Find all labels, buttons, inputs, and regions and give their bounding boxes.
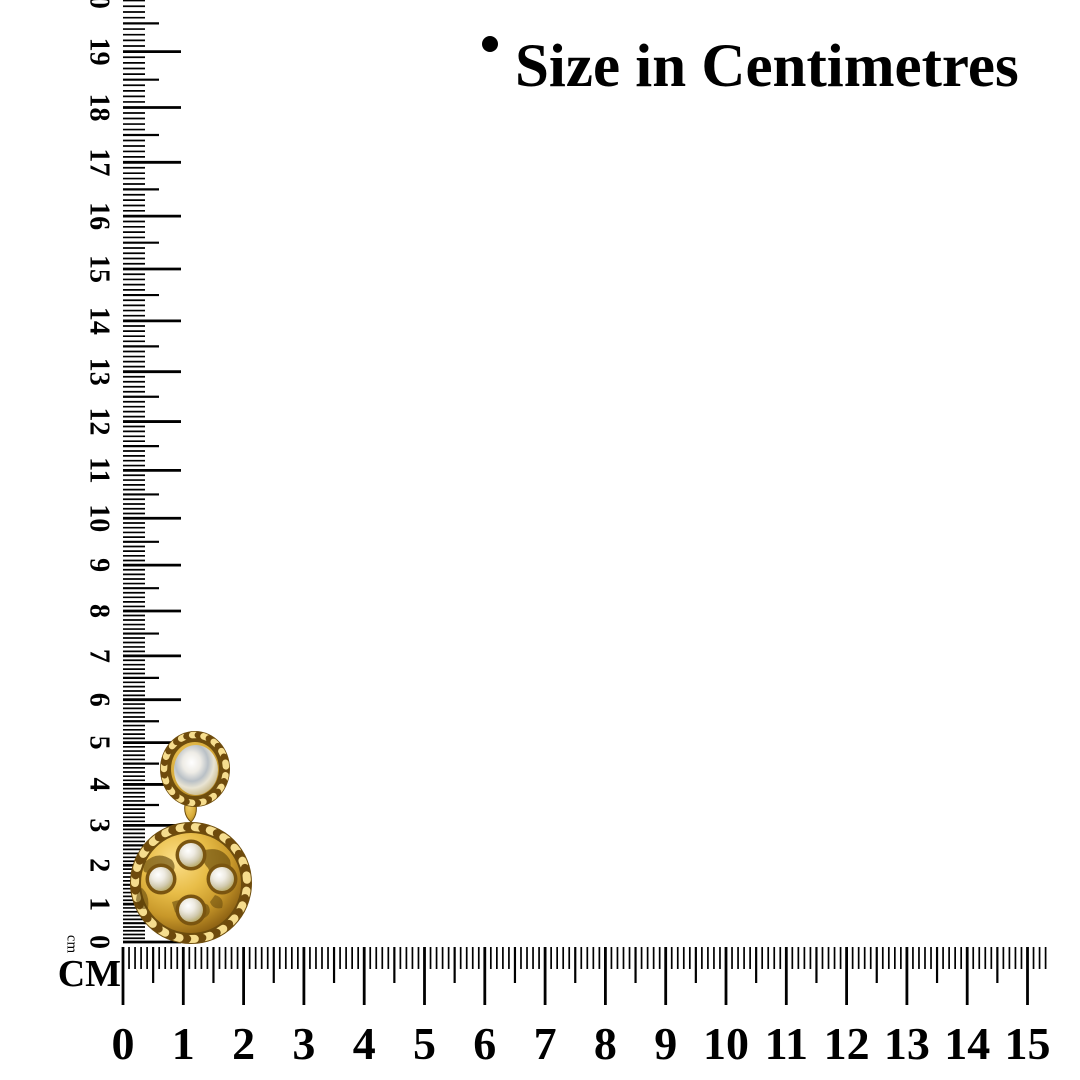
svg-text:8: 8 [594, 1018, 617, 1069]
svg-text:20: 20 [84, 0, 115, 9]
svg-text:10: 10 [703, 1018, 749, 1069]
svg-text:15: 15 [1005, 1018, 1051, 1069]
svg-text:cm: cm [64, 935, 80, 954]
svg-text:7: 7 [84, 649, 115, 663]
svg-text:14: 14 [944, 1018, 990, 1069]
svg-text:1: 1 [172, 1018, 195, 1069]
svg-text:11: 11 [765, 1018, 808, 1069]
svg-text:6: 6 [473, 1018, 496, 1069]
svg-text:3: 3 [84, 818, 115, 832]
svg-text:11: 11 [84, 457, 115, 483]
svg-text:9: 9 [84, 558, 115, 572]
svg-text:15: 15 [84, 255, 115, 283]
svg-text:13: 13 [84, 358, 115, 386]
svg-text:5: 5 [84, 736, 115, 750]
svg-text:16: 16 [84, 202, 115, 230]
svg-text:4: 4 [353, 1018, 376, 1069]
svg-text:5: 5 [413, 1018, 436, 1069]
svg-text:4: 4 [84, 777, 115, 791]
svg-text:13: 13 [884, 1018, 930, 1069]
svg-text:9: 9 [654, 1018, 677, 1069]
svg-text:12: 12 [84, 408, 115, 436]
svg-text:10: 10 [84, 504, 115, 532]
svg-text:2: 2 [84, 858, 115, 872]
svg-text:7: 7 [534, 1018, 557, 1069]
svg-text:2: 2 [232, 1018, 255, 1069]
svg-text:18: 18 [84, 93, 115, 121]
svg-text:14: 14 [84, 307, 115, 335]
svg-text:8: 8 [84, 604, 115, 618]
svg-text:0: 0 [84, 935, 115, 949]
svg-text:19: 19 [84, 38, 115, 66]
svg-text:0: 0 [112, 1018, 135, 1069]
svg-text:1: 1 [84, 897, 115, 911]
svg-text:Size in Centimetres: Size in Centimetres [515, 33, 1019, 100]
svg-text:CM: CM [58, 953, 121, 995]
svg-text:17: 17 [84, 148, 115, 176]
svg-text:12: 12 [824, 1018, 870, 1069]
svg-text:6: 6 [84, 693, 115, 707]
svg-text:3: 3 [292, 1018, 315, 1069]
